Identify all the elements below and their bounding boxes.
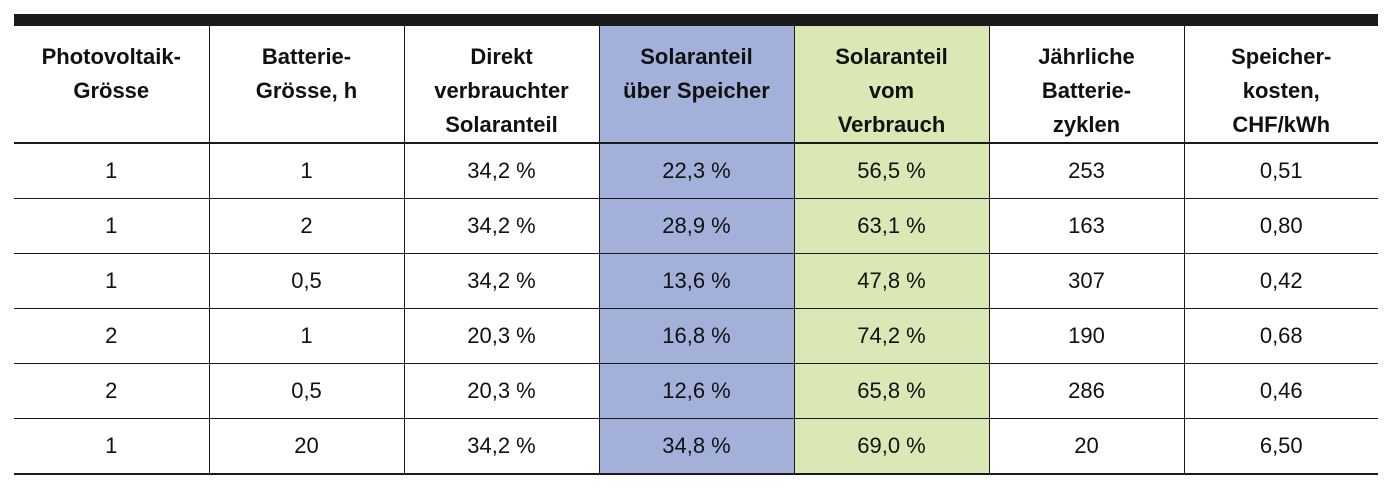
cell-direkt-verbrauchter-solaranteil: 34,2 %: [403, 143, 600, 199]
cell-solaranteil-ueber-speicher: 28,9 %: [598, 198, 795, 254]
cell-photovoltaik-groesse: 2: [14, 363, 210, 420]
header-row: Photovoltaik- Grösse Batterie- Grösse, h…: [14, 20, 1378, 144]
header-speicherkosten: Speicher- kosten, CHF/kWh: [1183, 20, 1378, 144]
cell-jaehrliche-batteriezyklen: 163: [988, 198, 1185, 254]
cell-solaranteil-vom-verbrauch: 69,0 %: [793, 418, 990, 475]
cell-solaranteil-vom-verbrauch: 74,2 %: [793, 308, 990, 365]
cell-speicherkosten: 0,46: [1183, 363, 1378, 420]
cell-batterie-groesse: 0,5: [208, 363, 405, 420]
cell-jaehrliche-batteriezyklen: 253: [988, 143, 1185, 199]
cell-solaranteil-vom-verbrauch: 63,1 %: [793, 198, 990, 254]
cell-direkt-verbrauchter-solaranteil: 34,2 %: [403, 418, 600, 475]
table-row: 1 1 34,2 % 22,3 % 56,5 % 253 0,51: [14, 143, 1378, 199]
header-jaehrliche-batteriezyklen: Jährliche Batterie- zyklen: [988, 20, 1185, 144]
cell-solaranteil-ueber-speicher: 22,3 %: [598, 143, 795, 199]
cell-speicherkosten: 0,51: [1183, 143, 1378, 199]
table-header: Photovoltaik- Grösse Batterie- Grösse, h…: [14, 20, 1378, 144]
cell-solaranteil-ueber-speicher: 13,6 %: [598, 253, 795, 310]
cell-speicherkosten: 0,68: [1183, 308, 1378, 365]
cell-solaranteil-vom-verbrauch: 56,5 %: [793, 143, 990, 199]
header-batterie-groesse: Batterie- Grösse, h: [208, 20, 405, 144]
table-row: 2 1 20,3 % 16,8 % 74,2 % 190 0,68: [14, 308, 1378, 365]
cell-solaranteil-ueber-speicher: 16,8 %: [598, 308, 795, 365]
cell-jaehrliche-batteriezyklen: 20: [988, 418, 1185, 475]
cell-solaranteil-vom-verbrauch: 65,8 %: [793, 363, 990, 420]
cell-photovoltaik-groesse: 1: [14, 198, 210, 254]
cell-solaranteil-vom-verbrauch: 47,8 %: [793, 253, 990, 310]
cell-jaehrliche-batteriezyklen: 307: [988, 253, 1185, 310]
cell-batterie-groesse: 1: [208, 308, 405, 365]
table-row: 1 0,5 34,2 % 13,6 % 47,8 % 307 0,42: [14, 253, 1378, 310]
cell-photovoltaik-groesse: 2: [14, 308, 210, 365]
cell-speicherkosten: 0,80: [1183, 198, 1378, 254]
cell-speicherkosten: 6,50: [1183, 418, 1378, 475]
header-direkt-verbrauchter-solaranteil: Direkt verbrauchter Solaranteil: [403, 20, 600, 144]
cell-direkt-verbrauchter-solaranteil: 20,3 %: [403, 308, 600, 365]
cell-batterie-groesse: 1: [208, 143, 405, 199]
cell-speicherkosten: 0,42: [1183, 253, 1378, 310]
header-solaranteil-vom-verbrauch: Solaranteil vom Verbrauch: [793, 20, 990, 144]
cell-jaehrliche-batteriezyklen: 286: [988, 363, 1185, 420]
cell-photovoltaik-groesse: 1: [14, 253, 210, 310]
cell-solaranteil-ueber-speicher: 12,6 %: [598, 363, 795, 420]
table-row: 2 0,5 20,3 % 12,6 % 65,8 % 286 0,46: [14, 363, 1378, 420]
header-solaranteil-ueber-speicher: Solaranteil über Speicher: [598, 20, 795, 144]
cell-batterie-groesse: 20: [208, 418, 405, 475]
cell-solaranteil-ueber-speicher: 34,8 %: [598, 418, 795, 475]
table-row: 1 2 34,2 % 28,9 % 63,1 % 163 0,80: [14, 198, 1378, 254]
cell-photovoltaik-groesse: 1: [14, 418, 210, 475]
cell-batterie-groesse: 2: [208, 198, 405, 254]
cell-jaehrliche-batteriezyklen: 190: [988, 308, 1185, 365]
table-row: 1 20 34,2 % 34,8 % 69,0 % 20 6,50: [14, 418, 1378, 475]
header-photovoltaik-groesse: Photovoltaik- Grösse: [14, 20, 210, 144]
table-body: 1 1 34,2 % 22,3 % 56,5 % 253 0,51 1 2 34…: [14, 143, 1378, 475]
table-container: Photovoltaik- Grösse Batterie- Grösse, h…: [14, 14, 1378, 476]
cell-direkt-verbrauchter-solaranteil: 34,2 %: [403, 198, 600, 254]
cell-batterie-groesse: 0,5: [208, 253, 405, 310]
cell-direkt-verbrauchter-solaranteil: 34,2 %: [403, 253, 600, 310]
cell-photovoltaik-groesse: 1: [14, 143, 210, 199]
cell-direkt-verbrauchter-solaranteil: 20,3 %: [403, 363, 600, 420]
battery-storage-table: Photovoltaik- Grösse Batterie- Grösse, h…: [14, 14, 1378, 476]
